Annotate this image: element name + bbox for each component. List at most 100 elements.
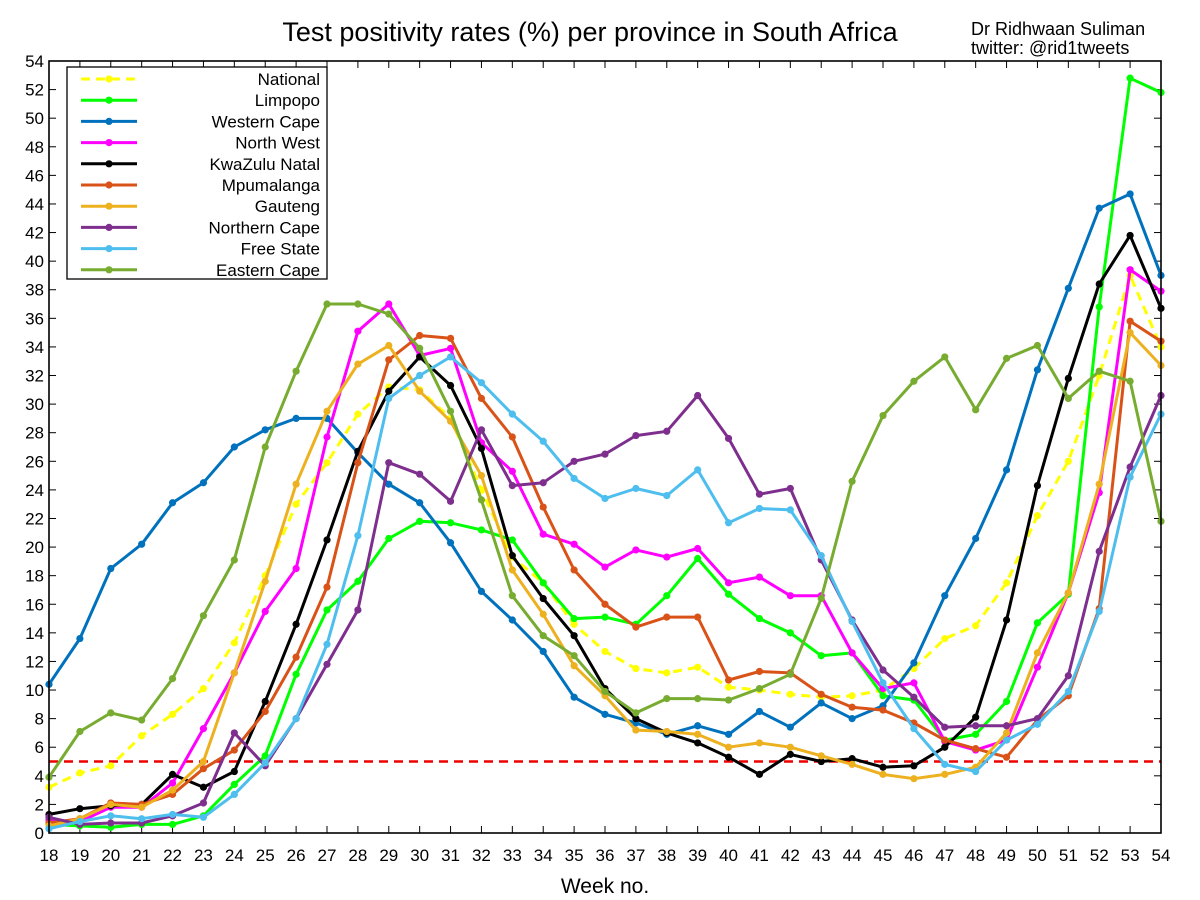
data-point (570, 474, 578, 483)
data-point (786, 690, 794, 698)
data-point (477, 496, 486, 504)
x-tick-label: 44 (843, 846, 862, 865)
data-point (323, 433, 331, 441)
data-point (786, 506, 794, 514)
data-point (1033, 663, 1042, 671)
data-point (1064, 589, 1072, 597)
data-point (477, 587, 486, 595)
data-point (1033, 482, 1042, 490)
y-tick-label: 48 (25, 138, 44, 157)
legend-marker (105, 160, 113, 168)
data-point (632, 431, 640, 440)
y-tick-label: 6 (35, 738, 44, 757)
data-point (261, 752, 269, 760)
data-point (941, 592, 949, 600)
legend-label: National (258, 70, 320, 89)
data-point (323, 407, 331, 415)
data-point (354, 606, 362, 614)
data-point (354, 327, 362, 335)
data-point (1064, 374, 1072, 382)
data-point (168, 710, 177, 718)
data-point (786, 750, 794, 758)
data-point (261, 707, 269, 716)
data-point (323, 536, 331, 544)
x-tick-label: 30 (410, 846, 429, 865)
data-point (385, 341, 393, 350)
data-point (477, 526, 486, 534)
data-point (292, 367, 300, 375)
data-point (446, 497, 455, 505)
data-point (76, 817, 84, 826)
data-point (724, 696, 733, 704)
data-point (199, 799, 208, 807)
data-point (817, 757, 825, 766)
data-point (1002, 616, 1011, 624)
data-point (508, 536, 516, 544)
legend-label: Northern Cape (208, 218, 320, 237)
data-point (972, 767, 980, 776)
data-point (601, 494, 609, 503)
data-point (632, 664, 640, 673)
data-point (199, 685, 208, 693)
legend-marker (105, 245, 113, 253)
x-tick-label: 48 (966, 846, 985, 865)
data-point (879, 666, 887, 674)
y-tick-label: 42 (25, 224, 44, 243)
data-point (168, 770, 177, 778)
x-tick-label: 23 (194, 846, 213, 865)
legend-label: Limpopo (255, 91, 320, 110)
data-point (755, 685, 764, 693)
data-point (385, 356, 393, 364)
data-point (570, 693, 578, 701)
data-point (879, 770, 887, 778)
series-layer (45, 74, 1165, 833)
data-point (1064, 394, 1072, 402)
data-point (385, 387, 393, 395)
data-point (1126, 231, 1134, 240)
x-tick-label: 37 (626, 846, 645, 865)
data-point (848, 703, 856, 711)
data-point (107, 762, 115, 770)
legend-entry-north-west: North West (81, 134, 320, 153)
x-tick-label: 21 (132, 846, 151, 865)
y-tick-label: 26 (25, 452, 44, 471)
x-tick-label: 50 (1028, 846, 1047, 865)
data-point (941, 723, 949, 731)
data-point (1002, 466, 1011, 474)
data-point (601, 710, 609, 718)
data-point (199, 813, 208, 821)
data-point (601, 647, 609, 656)
x-tick-label: 29 (379, 846, 398, 865)
data-point (354, 577, 362, 585)
legend-marker (105, 139, 113, 147)
data-point (446, 381, 455, 390)
legend-entry-kwazulu-natal: KwaZulu Natal (81, 155, 320, 174)
data-point (663, 553, 671, 561)
data-point (508, 410, 516, 418)
data-point (941, 736, 949, 744)
data-point (755, 707, 764, 716)
data-point (879, 692, 887, 700)
data-point (632, 546, 640, 554)
legend-entry-northern-cape: Northern Cape (81, 218, 320, 237)
data-point (416, 499, 424, 507)
data-point (786, 484, 794, 493)
data-point (261, 426, 269, 434)
x-axis-labels: 18 19 20 21 22 23 24 25 26 27 28 29 30 31 32 33 34 35 36 37… (40, 846, 1171, 865)
data-point (910, 725, 918, 733)
data-point (1002, 697, 1011, 706)
data-point (663, 427, 671, 435)
data-point (1095, 204, 1103, 212)
data-point (755, 490, 764, 498)
data-point (261, 607, 269, 616)
legend-entry-national: National (81, 70, 320, 89)
data-point (1033, 341, 1042, 350)
data-point (292, 414, 300, 423)
data-point (570, 632, 578, 640)
data-point (477, 444, 486, 453)
data-point (941, 760, 949, 768)
data-point (879, 679, 887, 687)
data-point (199, 757, 208, 766)
x-tick-label: 20 (101, 846, 120, 865)
data-point (539, 437, 547, 445)
